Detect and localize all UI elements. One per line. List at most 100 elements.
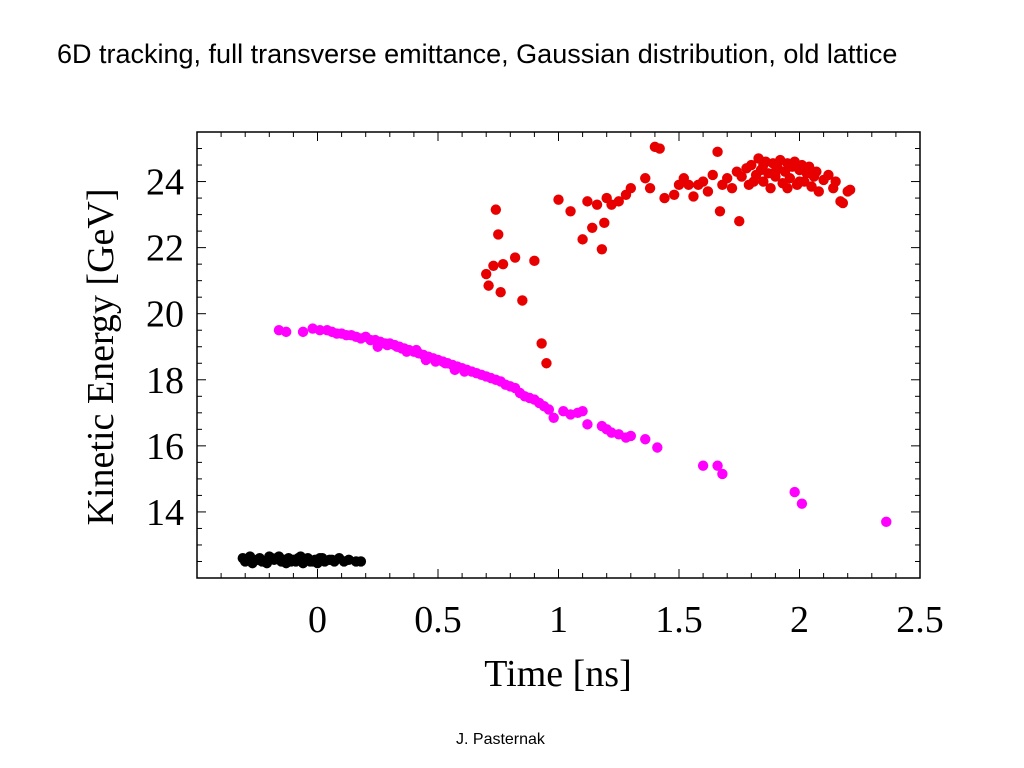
data-point bbox=[548, 412, 559, 423]
data-point bbox=[654, 143, 665, 154]
data-point bbox=[587, 222, 598, 234]
data-point bbox=[543, 404, 555, 415]
data-point bbox=[813, 186, 824, 197]
data-point bbox=[794, 176, 805, 187]
data-point bbox=[652, 442, 663, 453]
data-point bbox=[326, 554, 338, 566]
data-point bbox=[314, 325, 326, 336]
data-point bbox=[488, 260, 499, 271]
y-tick-label: 18 bbox=[146, 360, 184, 402]
data-point bbox=[625, 430, 636, 442]
data-point bbox=[717, 468, 728, 480]
data-point bbox=[596, 244, 608, 255]
data-point bbox=[697, 460, 709, 471]
y-tick-label: 20 bbox=[146, 294, 184, 336]
data-point bbox=[420, 354, 432, 366]
data-point bbox=[707, 169, 718, 181]
x-axis-label: Time [ns] bbox=[484, 653, 631, 695]
data-point bbox=[837, 197, 849, 209]
data-point bbox=[613, 196, 624, 207]
data-point bbox=[509, 252, 521, 263]
data-point bbox=[881, 516, 892, 528]
data-point bbox=[495, 287, 506, 298]
data-point bbox=[553, 194, 564, 205]
data-point bbox=[644, 182, 656, 194]
data-point bbox=[396, 343, 408, 354]
data-point bbox=[748, 176, 759, 187]
data-point bbox=[481, 268, 492, 280]
data-point bbox=[264, 551, 275, 562]
data-point bbox=[784, 173, 796, 184]
y-tick-label: 24 bbox=[146, 162, 184, 204]
data-point bbox=[483, 280, 494, 291]
data-point bbox=[297, 326, 309, 338]
data-point bbox=[688, 191, 699, 202]
data-point bbox=[765, 182, 776, 194]
author-credit: J. Pasternak bbox=[456, 731, 545, 748]
data-points bbox=[237, 141, 892, 569]
data-point bbox=[697, 176, 709, 187]
x-tick-label: 0 bbox=[308, 599, 327, 641]
data-point bbox=[823, 169, 834, 181]
data-point bbox=[449, 364, 461, 376]
data-point bbox=[796, 498, 808, 509]
data-point bbox=[746, 159, 757, 171]
data-point bbox=[714, 206, 726, 217]
data-point bbox=[242, 554, 253, 566]
data-point bbox=[659, 192, 670, 204]
x-tick-label: 1.5 bbox=[655, 599, 703, 641]
data-point bbox=[712, 146, 723, 158]
data-point bbox=[758, 159, 769, 171]
data-point bbox=[640, 434, 651, 445]
data-point bbox=[582, 196, 593, 207]
y-axis-label: Kinetic Energy [GeV] bbox=[80, 189, 122, 526]
data-point bbox=[372, 341, 383, 352]
y-tick-label: 14 bbox=[146, 492, 184, 534]
data-point bbox=[734, 216, 745, 227]
data-point bbox=[830, 176, 841, 187]
data-point bbox=[668, 189, 680, 200]
data-point bbox=[770, 166, 781, 177]
data-point bbox=[382, 339, 393, 351]
data-point bbox=[430, 356, 441, 367]
data-point bbox=[599, 217, 610, 229]
data-point bbox=[307, 556, 318, 567]
data-point bbox=[411, 344, 422, 356]
x-tick-label: 0.5 bbox=[414, 599, 462, 641]
data-point bbox=[640, 173, 651, 184]
data-point bbox=[726, 182, 738, 194]
data-point bbox=[712, 460, 723, 471]
data-point bbox=[577, 405, 588, 417]
data-point bbox=[541, 358, 552, 369]
data-point bbox=[355, 556, 367, 567]
slide-title: 6D tracking, full transverse emittance, … bbox=[57, 39, 898, 69]
data-point bbox=[577, 234, 588, 245]
y-tick-label: 22 bbox=[146, 228, 184, 270]
data-point bbox=[529, 255, 540, 267]
y-tick-label: 16 bbox=[146, 426, 184, 468]
data-point bbox=[278, 554, 289, 566]
data-point bbox=[440, 358, 451, 369]
x-tick-label: 2 bbox=[790, 599, 809, 641]
x-tick-label: 1 bbox=[549, 599, 568, 641]
data-point bbox=[844, 184, 856, 196]
data-point bbox=[493, 229, 504, 240]
data-point bbox=[293, 552, 304, 564]
data-point bbox=[591, 199, 603, 210]
data-point bbox=[811, 166, 822, 177]
data-point bbox=[280, 326, 292, 338]
data-point bbox=[517, 295, 528, 306]
data-point bbox=[490, 204, 502, 215]
data-point bbox=[683, 179, 694, 191]
data-point bbox=[459, 366, 470, 377]
data-point bbox=[789, 486, 800, 498]
data-point bbox=[497, 258, 509, 270]
data-point bbox=[625, 182, 636, 194]
data-point bbox=[582, 419, 593, 430]
data-point bbox=[758, 176, 769, 187]
axis-ticks bbox=[196, 131, 921, 579]
data-point bbox=[736, 171, 747, 182]
tick-labels: 0 0.5 1 1.5 2 2.5 14 16 18 20 22 24 bbox=[146, 162, 944, 641]
data-point bbox=[536, 338, 547, 349]
